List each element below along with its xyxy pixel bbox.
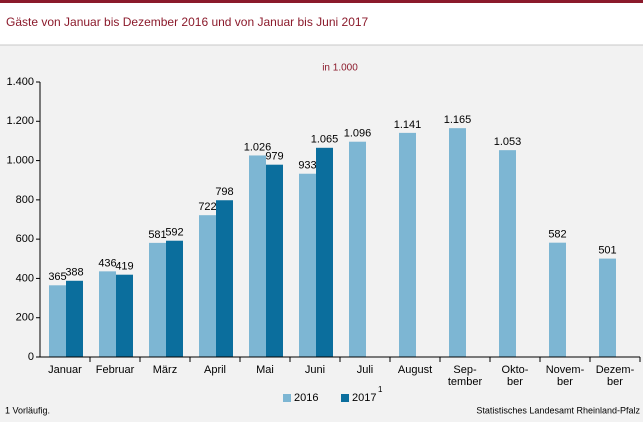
x-tick-label: April [204, 364, 226, 376]
x-tick-label: August [398, 364, 432, 376]
x-tick-label: Dezem-ber [596, 364, 635, 388]
value-label: 582 [548, 229, 566, 241]
value-label: 933 [298, 160, 316, 172]
bar [549, 242, 566, 357]
value-label: 365 [48, 271, 66, 283]
source: Statistisches Landesamt Rheinland-Pfalz [476, 405, 640, 415]
y-tick-label: 800 [16, 194, 34, 206]
x-tick-label: Sep-tember [448, 364, 483, 388]
value-label: 1.096 [344, 128, 372, 140]
legend-swatch [341, 394, 349, 402]
bar [399, 132, 416, 357]
bar [216, 200, 233, 357]
chart-title: Gäste von Januar bis Dezember 2016 und v… [6, 15, 369, 29]
legend-label: 2017 [352, 392, 376, 404]
bar [499, 150, 516, 357]
bar [349, 141, 366, 357]
value-label: 798 [215, 186, 233, 198]
y-tick-label: 200 [16, 312, 34, 324]
legend-swatch [283, 394, 291, 402]
x-tick-label: Novem-ber [546, 364, 585, 388]
x-tick-label: Juli [357, 364, 374, 376]
value-label: 1.141 [394, 119, 422, 131]
value-label: 592 [165, 227, 183, 239]
chart-subtitle: in 1.000 [322, 63, 358, 74]
y-tick-label: 1.000 [6, 154, 34, 166]
value-label: 388 [65, 267, 83, 279]
value-label: 1.065 [311, 134, 339, 146]
value-label: 1.026 [244, 141, 272, 153]
bar [66, 280, 83, 357]
y-tick-label: 600 [16, 233, 34, 245]
x-tick-label: März [153, 364, 177, 376]
y-tick-label: 1.400 [6, 76, 34, 88]
x-tick-label: Mai [256, 364, 274, 376]
value-label: 419 [115, 261, 133, 273]
x-tick-label: Januar [48, 364, 82, 376]
x-tick-label: Februar [96, 364, 135, 376]
bar [49, 285, 66, 357]
value-label: 1.165 [444, 114, 472, 126]
bar [99, 271, 116, 357]
value-label: 581 [148, 229, 166, 241]
legend-label: 2016 [294, 392, 318, 404]
bar [149, 242, 166, 357]
value-label: 436 [98, 257, 116, 269]
bar [116, 274, 133, 357]
bar [199, 215, 216, 357]
x-tick-label: Juni [305, 364, 325, 376]
value-label: 722 [198, 201, 216, 213]
bar [249, 155, 266, 357]
y-tick-label: 400 [16, 272, 34, 284]
footnote: 1 Vorläufig. [5, 405, 50, 415]
value-label: 501 [598, 244, 616, 256]
y-tick-label: 0 [28, 351, 34, 363]
bar [316, 147, 333, 357]
bar [449, 128, 466, 357]
value-label: 1.053 [494, 136, 522, 148]
bar [166, 240, 183, 357]
bar [299, 173, 316, 357]
legend-note: 1 [378, 385, 383, 394]
bar [599, 258, 616, 357]
y-tick-label: 1.200 [6, 115, 34, 127]
x-tick-label: Okto-ber [502, 364, 529, 388]
value-label: 979 [265, 151, 283, 163]
top-border [0, 0, 643, 3]
bar [266, 164, 283, 357]
